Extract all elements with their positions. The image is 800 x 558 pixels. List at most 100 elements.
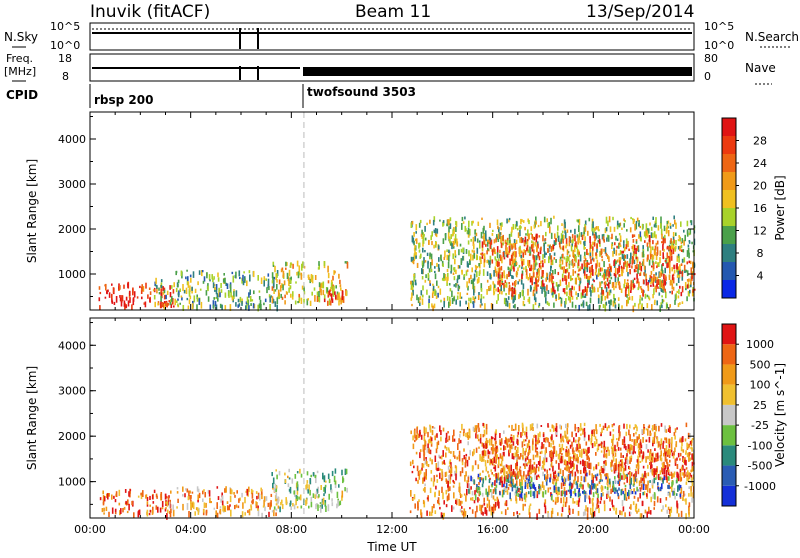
power-cell <box>661 304 663 309</box>
power-cell <box>661 283 664 289</box>
power-cell <box>680 271 683 274</box>
velocity-cell <box>420 509 422 516</box>
velocity-cell <box>676 464 679 469</box>
power-cell <box>289 265 292 268</box>
power-cell <box>166 290 169 295</box>
power-cell <box>564 221 566 229</box>
velocity-cell <box>609 496 611 502</box>
velocity-cell <box>494 446 497 453</box>
velocity-cell <box>560 513 563 517</box>
velocity-cell <box>102 490 104 495</box>
power-cell <box>140 289 143 294</box>
velocity-cell <box>164 493 167 500</box>
power-cell <box>527 229 529 237</box>
velocity-cell <box>498 481 501 485</box>
power-cell <box>664 289 666 293</box>
power-cell <box>316 296 319 302</box>
power-cell <box>508 302 511 309</box>
velocity-cell <box>590 434 593 441</box>
velocity-cell <box>515 473 517 480</box>
velocity-cell <box>425 457 427 461</box>
velocity-colorbar-label: 100 <box>750 379 771 392</box>
velocity-cell <box>641 501 644 506</box>
velocity-cell <box>467 476 470 482</box>
power-cell <box>170 303 173 308</box>
velocity-cell <box>566 427 569 435</box>
power-cell <box>271 272 274 279</box>
velocity-cell <box>424 444 426 451</box>
velocity-cell <box>505 438 508 445</box>
power-cell <box>592 246 594 251</box>
power-cell <box>591 250 594 257</box>
power-cell <box>427 272 430 279</box>
power-cell <box>674 219 676 225</box>
velocity-cell <box>533 468 535 473</box>
velocity-cell <box>511 453 514 460</box>
velocity-cell <box>494 498 496 502</box>
velocity-cell <box>576 458 578 462</box>
velocity-cell <box>493 456 496 463</box>
velocity-cell <box>691 461 694 469</box>
power-cell <box>652 232 654 239</box>
velocity-cell <box>572 447 574 455</box>
velocity-cell <box>493 503 495 509</box>
velocity-cell <box>215 510 217 517</box>
power-cell <box>508 284 511 292</box>
power-cell <box>514 289 517 295</box>
velocity-cell <box>423 449 425 456</box>
power-cell <box>598 268 600 275</box>
power-cell <box>587 282 589 289</box>
velocity-cell <box>529 449 531 454</box>
velocity-cell <box>500 476 502 483</box>
power-cell <box>470 274 472 280</box>
velocity-cell <box>639 492 641 499</box>
velocity-cell <box>449 474 452 480</box>
power-cell <box>181 297 183 301</box>
power-cell <box>566 243 568 247</box>
velocity-cell <box>665 450 668 454</box>
power-cell <box>523 241 526 246</box>
velocity-cell <box>517 493 520 497</box>
velocity-cell <box>526 443 529 449</box>
power-cell <box>537 279 539 283</box>
power-cell <box>633 234 636 237</box>
power-cell <box>647 228 650 234</box>
velocity-cell <box>287 475 289 479</box>
velocity-cell <box>445 471 448 477</box>
velocity-cell <box>523 439 525 443</box>
power-cell <box>672 224 674 227</box>
velocity-cell <box>299 494 302 501</box>
power-cell <box>671 244 673 250</box>
power-cell <box>580 232 583 237</box>
velocity-cell <box>629 434 631 442</box>
velocity-cell <box>491 482 494 486</box>
velocity-cell <box>342 476 344 484</box>
freq-trace-b <box>303 67 692 76</box>
velocity-cell <box>561 478 564 483</box>
power-cell <box>427 260 429 264</box>
power-cell <box>438 245 440 250</box>
velocity-cell <box>435 463 438 470</box>
power-cell <box>631 234 634 238</box>
velocity-cell <box>459 433 461 438</box>
velocity-cell <box>649 480 651 483</box>
velocity-cell <box>345 468 348 475</box>
power-cell <box>650 280 652 285</box>
power-cell <box>620 268 623 271</box>
velocity-cell <box>504 487 507 492</box>
velocity-cell <box>496 454 498 459</box>
power-cell <box>477 221 480 226</box>
velocity-cell <box>625 446 627 451</box>
velocity-cell <box>579 469 582 475</box>
power-cell <box>667 220 670 224</box>
velocity-cell <box>479 504 481 511</box>
velocity-cell <box>583 451 585 454</box>
velocity-cell <box>510 475 513 482</box>
power-cell <box>663 285 665 291</box>
power-cell <box>632 239 635 243</box>
power-cell <box>621 272 623 277</box>
power-cell <box>639 231 642 238</box>
power-cell <box>676 263 678 270</box>
velocity-cell <box>554 501 557 505</box>
power-cell <box>540 286 542 289</box>
